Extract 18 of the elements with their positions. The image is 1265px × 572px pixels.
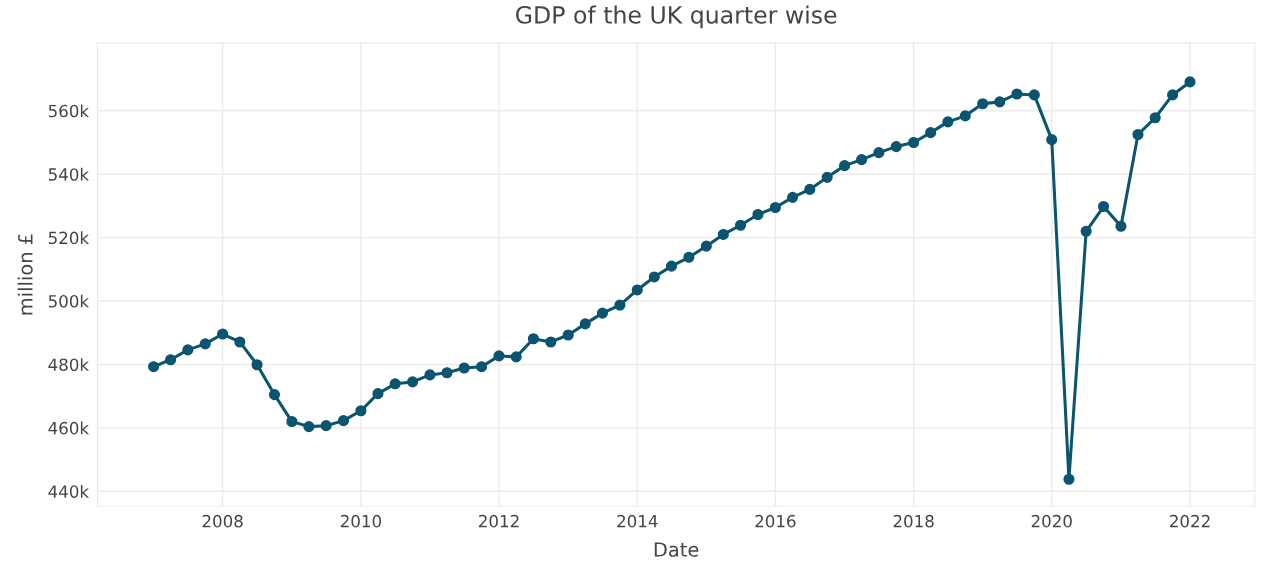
x-tick-label: 2014	[617, 514, 658, 528]
x-tick-label: 2016	[755, 514, 796, 528]
x-tick-label: 2008	[202, 514, 243, 528]
y-tick-label: 480k	[48, 358, 90, 372]
y-tick-label: 520k	[48, 231, 90, 245]
y-tick-label: 500k	[48, 294, 90, 308]
x-tick-label: 2012	[479, 514, 519, 528]
y-axis-title: million £	[17, 234, 33, 315]
x-tick-label: 2022	[1170, 514, 1210, 528]
y-tick-label: 560k	[48, 104, 90, 118]
x-tick-label: 2018	[893, 514, 934, 528]
chart-title: GDP of the UK quarter wise	[516, 5, 837, 29]
x-axis-title: Date	[654, 542, 699, 557]
x-tick-label: 2010	[340, 514, 382, 528]
x-tick-label: 2020	[1031, 514, 1072, 528]
y-tick-label: 460k	[48, 421, 90, 435]
y-tick-label: 540k	[48, 167, 90, 181]
y-tick-label: 440k	[48, 484, 90, 498]
